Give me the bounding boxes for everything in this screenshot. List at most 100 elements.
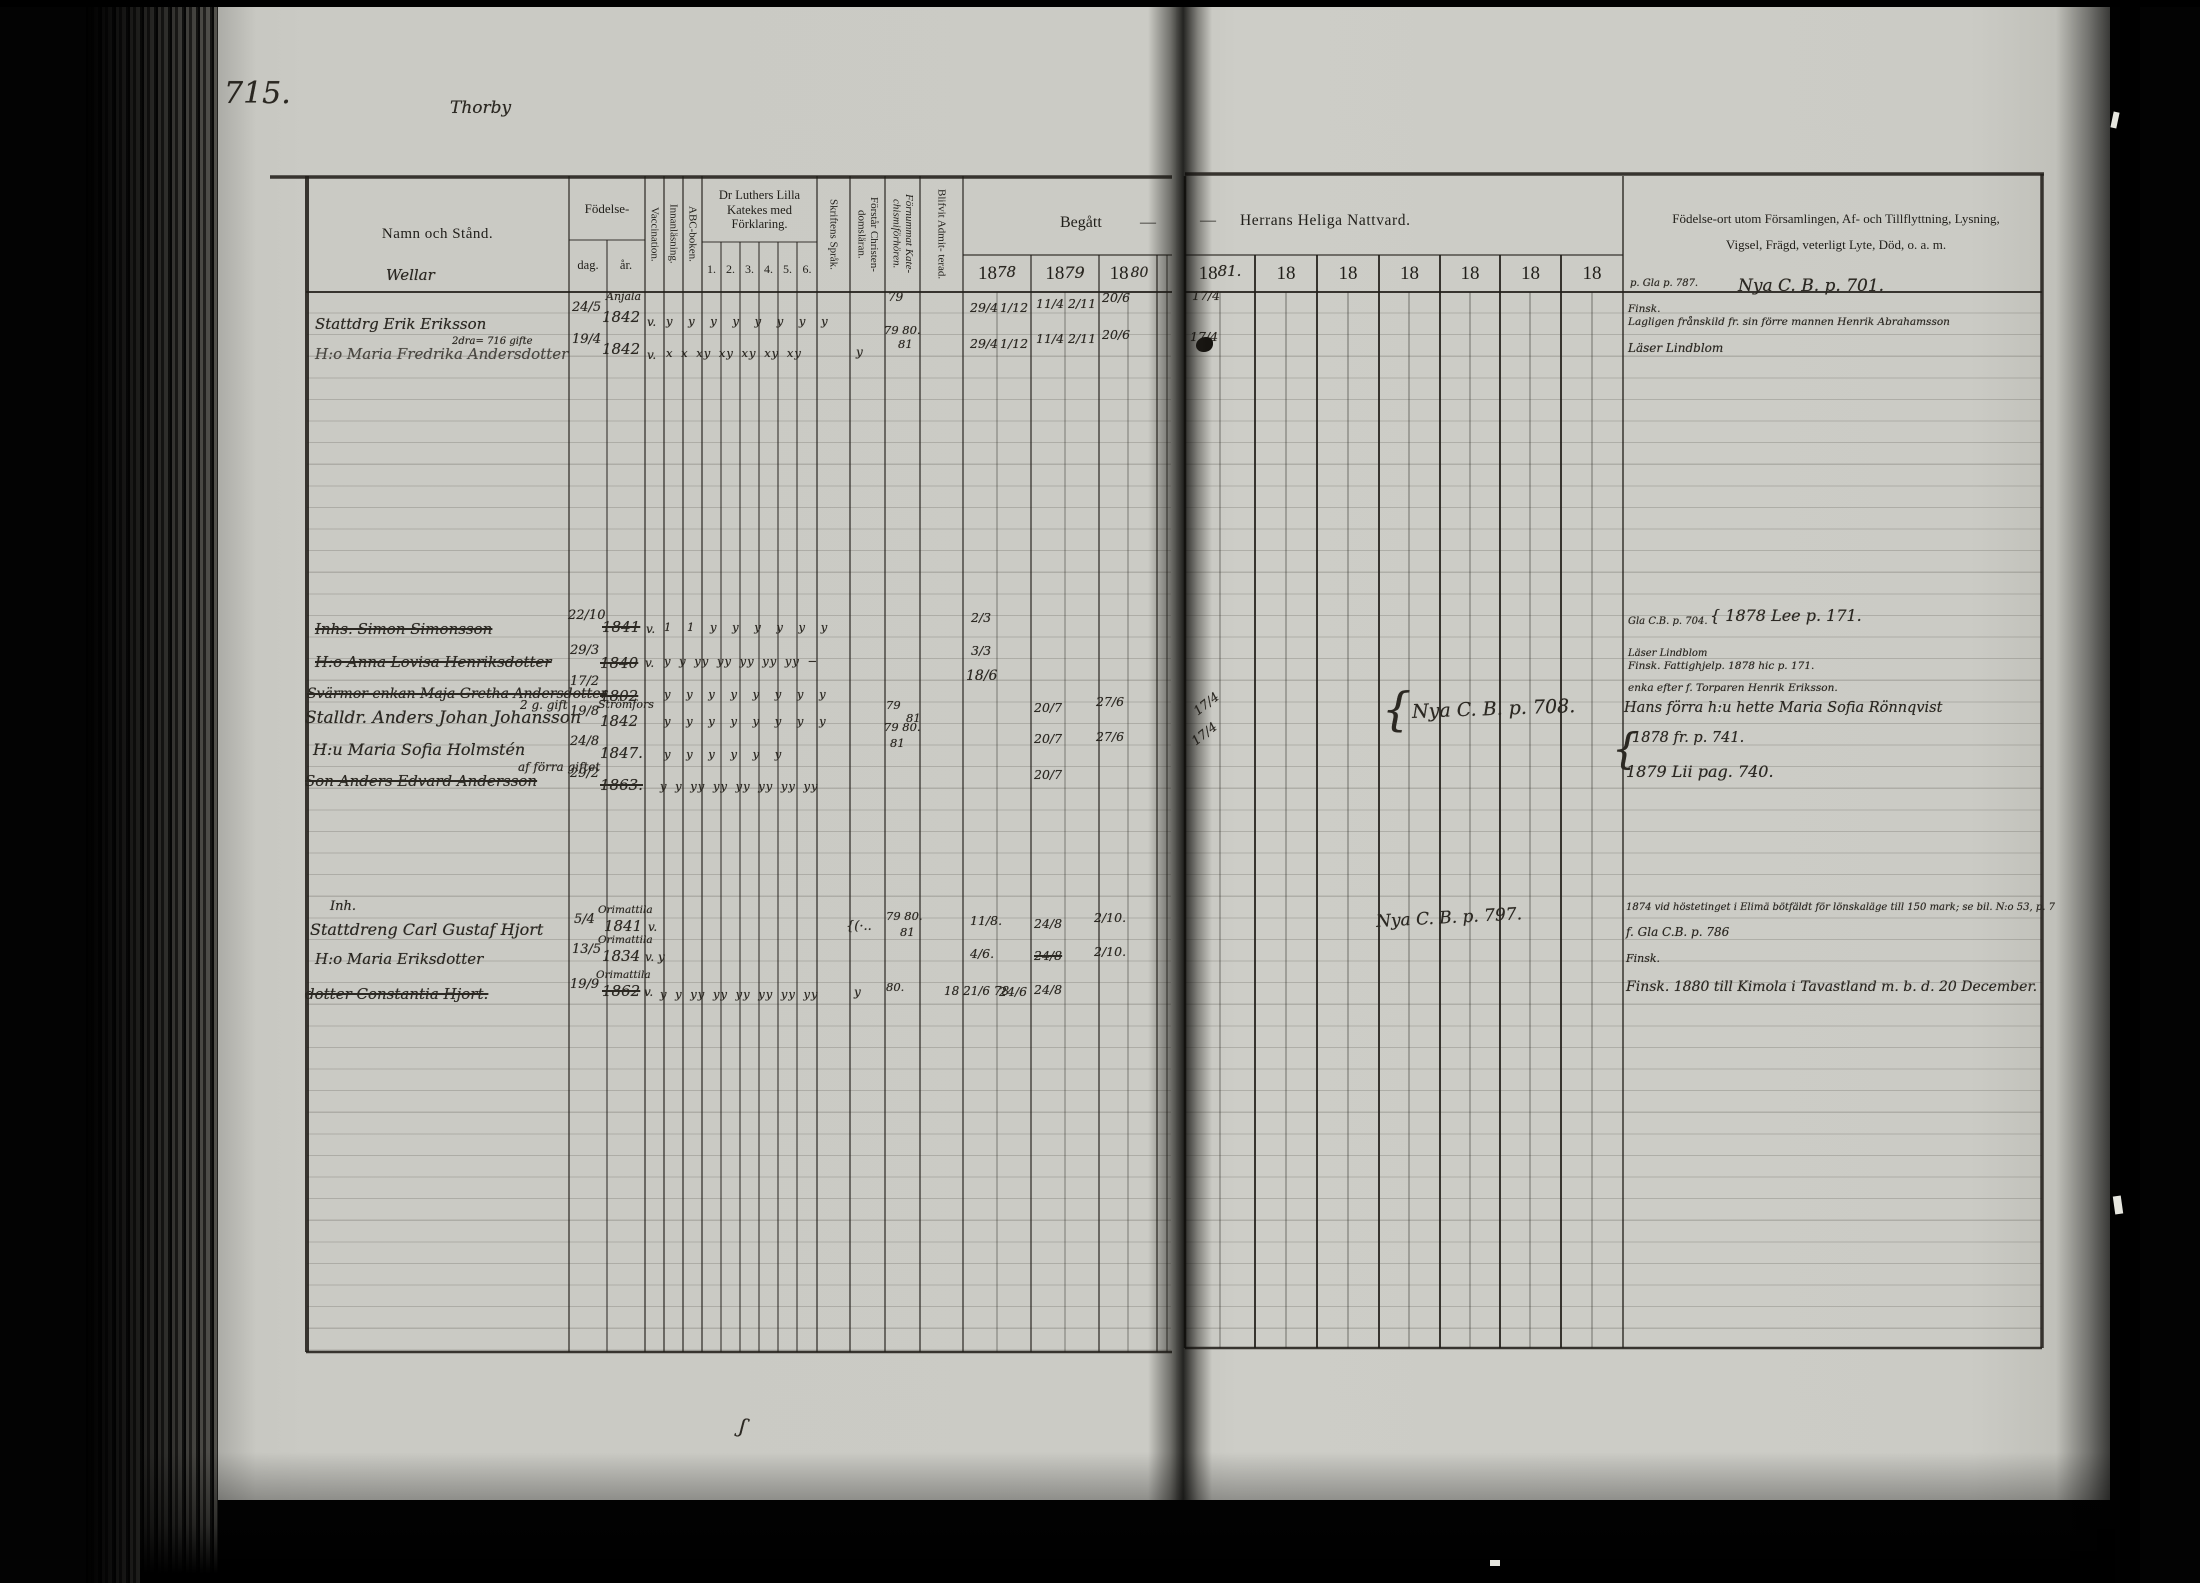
g3r2-vaccination: v. y xyxy=(645,950,665,964)
g1r1-communion-1880: 20/6 xyxy=(1102,290,1131,305)
header-katekes-3: 3. xyxy=(745,261,754,276)
year-1880-printed: 18 xyxy=(1109,262,1129,284)
g2r2-name: H:o Anna Lovisa Henriksdotter xyxy=(315,653,552,671)
year-blank-5-printed: 18 xyxy=(1521,262,1540,284)
g3r1-communion-1879: 24/8 xyxy=(1034,916,1063,931)
g2r4-birth-day: 19/8 xyxy=(570,704,600,719)
g3r2-birth-place: Orimattila xyxy=(598,934,653,946)
g2r5-communion-1880: 27/6 xyxy=(1096,729,1125,744)
year-blank-2: 18 xyxy=(1317,255,1379,292)
g3r1-name: Stattdreng Carl Gustaf Hjort xyxy=(310,920,544,939)
g1-note-ref-new: Nya C. B. p. 701. xyxy=(1738,276,1885,296)
g3r3-name: dotter Constantia Hjort. xyxy=(305,985,489,1003)
year-1879-printed: 18 xyxy=(1045,262,1065,284)
g2r5-communion-1879: 20/7 xyxy=(1034,731,1063,746)
g1r1-vaccination: v. xyxy=(647,315,657,329)
g3r1-birth-day: 5/4 xyxy=(574,912,595,927)
year-blank-5: 18 xyxy=(1500,255,1561,292)
g1r2-katekes-marks: x x xy xy xy xy xy xyxy=(666,346,802,360)
g3r1-vaccination: v. xyxy=(648,920,658,934)
g3r2-birth-year: 1834 xyxy=(602,947,641,965)
g1r2-name: H:o Maria Fredrika Andersdotter xyxy=(315,345,569,363)
year-blank-4-printed: 18 xyxy=(1460,262,1480,284)
header-katekes: Dr Luthers Lilla Katekes med Förklaring. xyxy=(718,187,801,232)
g3r3-admitted-date: 18 21/6 78 xyxy=(944,984,1010,998)
g2-note-widow: enka efter f. Torparen Henrik Eriksson. xyxy=(1628,682,1838,694)
g1r2-communion-1879a: 11/4 xyxy=(1036,331,1065,346)
g2r5-birth-year: 1847. xyxy=(600,744,643,762)
g3r1-exam-years-1: 79 80. xyxy=(886,909,923,923)
header-notes: Födelse-ort utom Församlingen, Af- och T… xyxy=(1640,206,2032,258)
year-1880-written: 80 xyxy=(1130,264,1149,281)
g2r4-communion-1880: 27/6 xyxy=(1096,694,1125,709)
g1-note-divorce: Lagligen frånskild fr. sin förre mannen … xyxy=(1628,316,1950,328)
header-nattvard: Herrans Heliga Nattvard. xyxy=(1240,212,1411,229)
header-reading: Innanläsning. xyxy=(667,204,680,264)
year-blank-1-printed: 18 xyxy=(1276,262,1296,284)
g2-note-reads: Läser Lindblom xyxy=(1628,648,1708,659)
header-name-col: Namn och Stånd. xyxy=(381,225,494,242)
g2r2-vaccination: v. xyxy=(645,656,655,670)
g3r3-understands-mark: y xyxy=(854,985,861,999)
ruling-right xyxy=(1185,292,2042,1348)
header-examined: Förnummat Kate- chismiförhören. xyxy=(890,194,915,274)
g2r6-note: af förra giftet xyxy=(518,760,601,774)
edge-speck xyxy=(1490,1560,1500,1566)
g1-note-reads: Läser Lindblom xyxy=(1628,341,1724,355)
g1r1-communion-1879a: 11/4 xyxy=(1036,296,1065,311)
year-1878-written: 78 xyxy=(996,262,1017,281)
year-1879-written: 79 xyxy=(1064,263,1085,282)
g2r3-katekes-marks: y y y y y y y y xyxy=(664,687,829,701)
g2r5-exam-years-2: 81 xyxy=(890,736,905,750)
g1r1-note: 2dra= 716 gifte xyxy=(452,336,533,347)
year-blank-3: 18 xyxy=(1379,255,1440,292)
g1r2-exam-years-2: 81 xyxy=(898,337,913,351)
g3r3-communion-1878: 24/6 xyxy=(999,984,1028,999)
g1r1-communion-1879b: 2/11 xyxy=(1068,296,1097,311)
g3r2-birth-day: 13/5 xyxy=(572,942,602,957)
g1r1-name: Stattdrg Erik Eriksson xyxy=(315,315,487,333)
g2r6-katekes-marks: y y yy yy yy yy yy yy xyxy=(660,779,819,793)
g2r1-katekes-marks: 1 1 y y y y y y xyxy=(664,620,831,634)
g2r1-birth-year: 1841 xyxy=(602,618,641,636)
header-script-lang: Skriftens Språk. xyxy=(827,198,840,270)
g3r1-birth-year: 1841 xyxy=(604,917,643,935)
g3r2-name: H:o Maria Eriksdotter xyxy=(315,950,484,968)
year-1880: 18 80 xyxy=(1099,255,1157,292)
g2-ref-brace: { xyxy=(1382,682,1412,736)
year-1878: 18 78 xyxy=(963,255,1031,292)
year-blank-3-printed: 18 xyxy=(1400,262,1419,284)
g2r6-birth-year: 1863. xyxy=(600,776,643,794)
g1r2-birth-day: 19/4 xyxy=(572,332,602,347)
g2r2-birth-year: 1840 xyxy=(600,654,639,672)
header-begatt: Begått xyxy=(1060,214,1102,231)
g2-note-old-ref: Gla C.B. p. 704. xyxy=(1628,616,1708,627)
g2r5-katekes-marks: y y y y y y xyxy=(664,747,785,761)
g2r4-exam-years-2: 81 xyxy=(906,711,921,725)
header-birth-day: dag. xyxy=(577,257,599,272)
g1r1-exam-years: 79 xyxy=(888,290,904,304)
g2r3-birth-year: 1802 xyxy=(600,687,639,705)
g2r4-name: Stalldr. Anders Johan Johansson xyxy=(305,708,582,728)
header-katekes-6: 6. xyxy=(802,261,812,276)
g3r3-birth-year: 1862 xyxy=(602,982,641,1000)
g1r2-communion-1879b: 2/11 xyxy=(1068,331,1097,346)
g2r1-birth-day: 22/10 xyxy=(568,608,606,623)
g2r2-birth-day: 29/3 xyxy=(570,643,600,658)
g1-note-finsk: Finsk. xyxy=(1628,303,1661,315)
g2-note-1878-ref: { 1878 Lee p. 171. xyxy=(1710,606,1862,625)
g1r2-communion-1878b: 1/12 xyxy=(1000,336,1029,351)
g2r4-exam-years-1: 79 xyxy=(886,698,901,712)
hamlet-name: Wellar xyxy=(386,266,435,284)
g2r6-name: Son Anders Edvard Andersson xyxy=(305,772,538,790)
header-vaccination: Vaccination. xyxy=(648,206,661,262)
g2r3-name: Svärmor enkan Maja Gretha Andersdotter xyxy=(307,686,608,702)
g3r3-vaccination: v. xyxy=(644,985,654,999)
g1r1-birth-year: 1842 xyxy=(602,308,641,326)
g3r1-birth-place: Orimattila xyxy=(598,904,653,916)
g2r1-name: Inhs. Simon Simonsson xyxy=(315,620,493,638)
g2r5-name: H:u Maria Sofia Holmstén xyxy=(313,740,526,759)
g2r6-communion-1879: 20/7 xyxy=(1034,767,1063,782)
g1r2-understands-mark: y xyxy=(856,345,863,359)
